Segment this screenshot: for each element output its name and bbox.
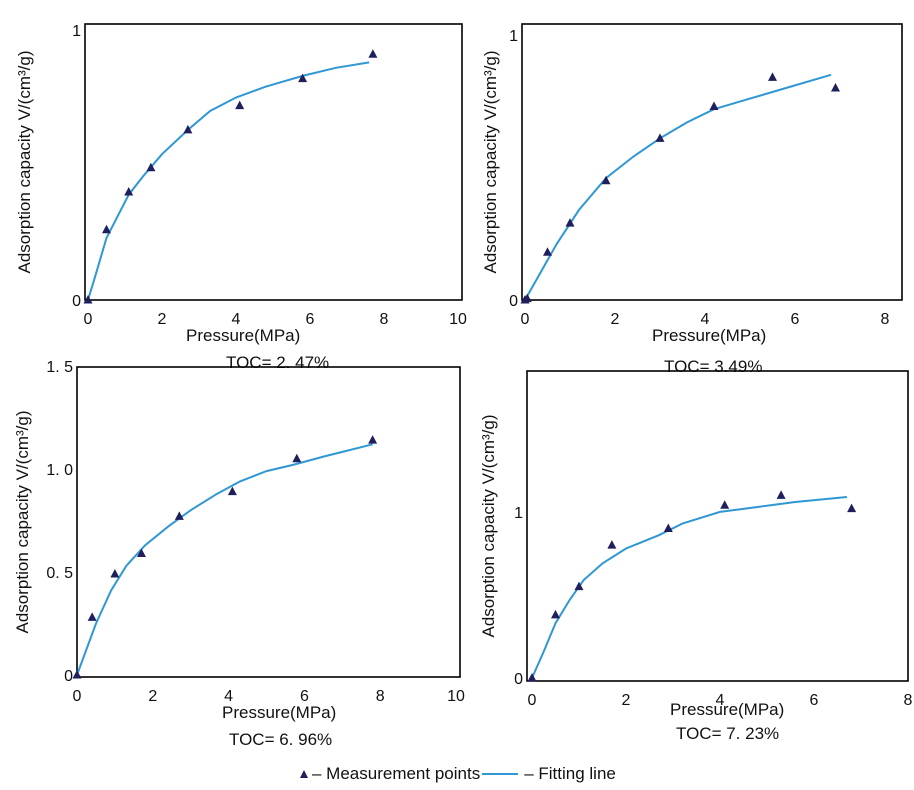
x-tick-label: 2 — [158, 311, 167, 328]
plot-frame — [84, 23, 463, 301]
fitting-line — [531, 496, 847, 679]
measurement-point — [543, 247, 552, 256]
plot-frame — [521, 23, 903, 301]
measurement-point — [574, 581, 584, 591]
x-tick-label: 8 — [380, 311, 389, 328]
measurement-point — [72, 670, 82, 679]
y-axis-label: Adsorption capacity V/(cm³/g) — [15, 51, 34, 274]
measurement-point — [565, 218, 575, 227]
x-tick-label: 10 — [449, 311, 467, 328]
measurement-point — [768, 72, 777, 81]
x-tick-label: 0 — [73, 688, 82, 705]
measurement-point — [655, 133, 665, 142]
measurement-point — [235, 100, 245, 110]
x-tick-label: 2 — [148, 688, 157, 705]
y-tick-label: 0 — [64, 668, 73, 685]
x-tick-label: 4 — [716, 692, 725, 709]
measurement-point — [551, 609, 560, 619]
y-tick-label: 0 — [72, 293, 81, 310]
measurement-point — [136, 548, 146, 557]
measurement-point — [87, 612, 97, 621]
y-tick-label: 0 — [514, 671, 523, 688]
x-tick-label: 0 — [84, 311, 93, 328]
x-tick-label: 0 — [521, 311, 530, 328]
x-tick-label: 4 — [232, 311, 241, 328]
fitting-line — [524, 73, 832, 301]
legend-line-icon — [482, 773, 519, 775]
measurement-point — [124, 187, 134, 196]
y-tick-label: 1 — [514, 505, 523, 522]
measurement-point — [527, 673, 537, 682]
measurement-point — [146, 162, 156, 172]
measurement-point — [607, 540, 617, 549]
x-tick-label: 8 — [881, 311, 890, 328]
x-tick-label: 8 — [376, 688, 385, 705]
x-axis-label: Pressure(MPa) — [186, 326, 301, 345]
measurement-point — [298, 73, 308, 83]
y-tick-label: 1. 5 — [46, 359, 73, 376]
y-tick-label: 1. 0 — [46, 462, 73, 479]
x-axis-label: Pressure(MPa) — [652, 326, 767, 345]
measurement-point — [83, 295, 93, 304]
legend-marker-icon — [300, 770, 308, 778]
x-tick-label: 6 — [306, 311, 315, 328]
measurement-point — [292, 453, 302, 463]
y-tick-label: 0. 5 — [46, 565, 73, 582]
x-tick-label: 8 — [904, 692, 913, 709]
x-tick-label: 10 — [447, 688, 465, 705]
y-tick-label: 0 — [509, 293, 518, 310]
y-tick-label: 1 — [509, 28, 518, 45]
legend-fitting-label: – Fitting line — [524, 764, 616, 783]
x-tick-label: 2 — [622, 692, 631, 709]
x-axis-label: Pressure(MPa) — [670, 700, 785, 719]
x-tick-label: 2 — [611, 311, 620, 328]
toc-caption: TOC= 6. 96% — [229, 730, 333, 749]
measurement-point — [102, 224, 111, 234]
x-tick-label: 0 — [528, 692, 537, 709]
x-tick-label: 6 — [810, 692, 819, 709]
measurement-point — [522, 293, 532, 303]
measurement-point — [831, 83, 840, 92]
fitting-line — [87, 61, 370, 301]
x-tick-label: 6 — [300, 688, 309, 705]
measurement-point — [847, 503, 857, 513]
measurement-point — [227, 486, 237, 496]
measurement-point — [368, 435, 378, 444]
measurement-point — [663, 523, 673, 533]
measurement-point — [776, 490, 786, 499]
legend-measurement-label: – Measurement points — [312, 764, 481, 783]
y-axis-label: Adsorption capacity V/(cm³/g) — [13, 411, 32, 634]
toc-caption: TOC= 7. 23% — [676, 724, 780, 743]
x-tick-label: 6 — [791, 311, 800, 328]
measurement-point — [174, 511, 184, 520]
measurement-point — [720, 500, 730, 509]
measurement-point — [183, 124, 193, 134]
x-axis-label: Pressure(MPa) — [222, 703, 337, 722]
measurement-point — [709, 101, 719, 111]
plot-frame — [526, 370, 909, 682]
y-tick-label: 1 — [72, 23, 81, 40]
x-tick-label: 4 — [701, 311, 710, 328]
measurement-point — [368, 49, 378, 58]
x-tick-label: 4 — [224, 688, 233, 705]
legend: – Measurement points – Fitting line — [300, 764, 616, 784]
y-axis-label: Adsorption capacity V/(cm³/g) — [479, 415, 498, 638]
plot-frame — [76, 366, 461, 678]
measurement-point — [110, 569, 120, 578]
y-axis-label: Adsorption capacity V/(cm³/g) — [481, 51, 500, 274]
measurement-point — [601, 175, 611, 185]
